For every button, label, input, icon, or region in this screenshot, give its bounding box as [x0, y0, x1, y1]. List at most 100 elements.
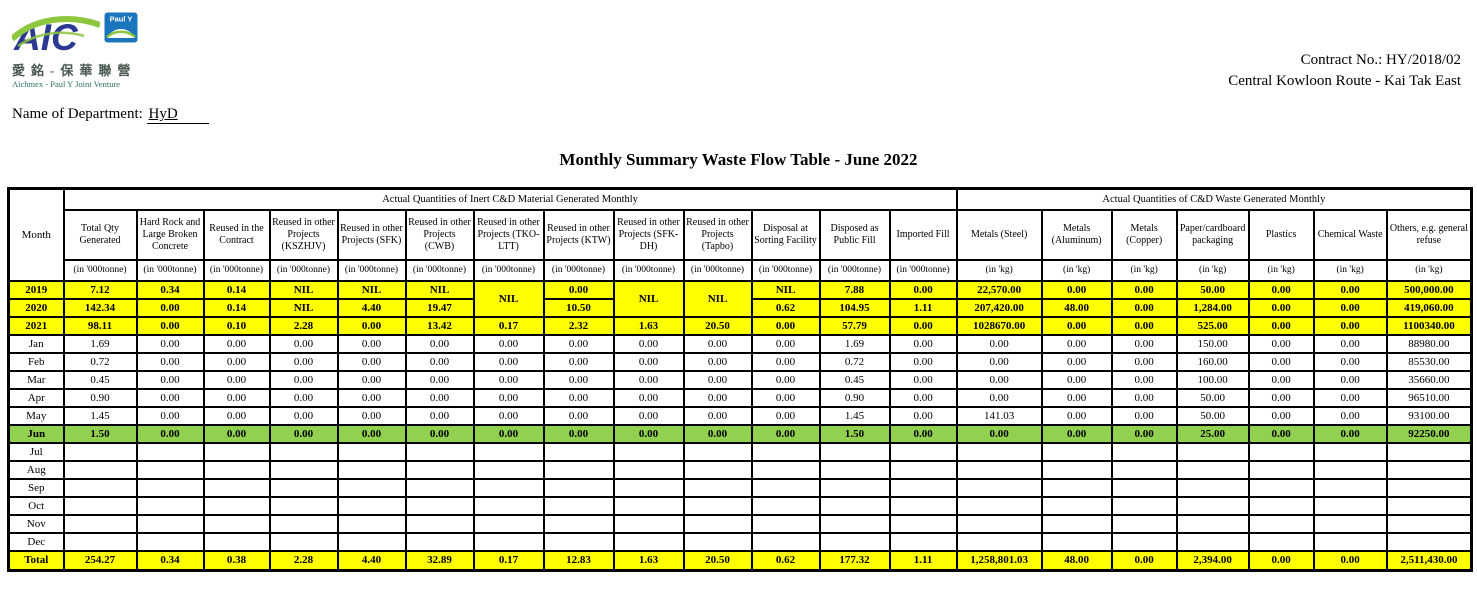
department-line: Name of Department: HyD: [12, 106, 1477, 124]
logo-english-name: Aichmex - Paul Y Joint Venture: [12, 79, 121, 89]
table-cell: 0.00: [1040, 423, 1113, 444]
row-label: 2021: [7, 315, 65, 336]
table-cell: 2.32: [542, 315, 615, 336]
table-cell: 19.47: [404, 297, 475, 318]
table-cell: [472, 477, 545, 498]
table-cell: [62, 477, 138, 498]
table-cell: NIL: [750, 279, 821, 300]
table-cell: [202, 513, 271, 534]
column-header: Reused in other Projects (SFK): [336, 208, 407, 261]
table-row-dec: Dec: [7, 531, 1473, 552]
row-label: Aug: [7, 459, 65, 480]
unit-header: (in 'kg): [1175, 258, 1250, 282]
table-cell: 0.00: [404, 333, 475, 354]
table-cell: 0.00: [472, 333, 545, 354]
table-cell: 0.00: [1110, 423, 1178, 444]
table-row-sep: Sep: [7, 477, 1473, 498]
group-header-waste: Actual Quantities of C&D Waste Generated…: [955, 187, 1473, 211]
row-label: Sep: [7, 477, 65, 498]
column-header: Reused in other Projects (KSZHJV): [268, 208, 339, 261]
table-row-total: Total 254.27 0.34 0.38 2.28 4.40 32.89 0.17 12.8…: [7, 549, 1473, 572]
table-cell: [135, 477, 205, 498]
table-cell: 1.45: [818, 405, 891, 426]
table-cell: 0.45: [62, 369, 138, 390]
table-cell: [1110, 513, 1178, 534]
table-cell: [1312, 513, 1388, 534]
table-cell: [1175, 513, 1250, 534]
table-cell: [1110, 531, 1178, 552]
table-cell: 0.00: [1247, 351, 1315, 372]
table-cell: [888, 477, 958, 498]
table-cell: 0.00: [888, 387, 958, 408]
table-cell: [955, 441, 1043, 462]
unit-header: (in '000tonne): [135, 258, 205, 282]
table-cell: 0.00: [135, 297, 205, 318]
department-value: HyD: [146, 106, 209, 124]
table-row-nov: Nov: [7, 513, 1473, 534]
table-cell: 0.00: [682, 369, 753, 390]
table-cell: 50.00: [1175, 405, 1250, 426]
table-cell: 0.00: [1312, 405, 1388, 426]
table-cell: [682, 495, 753, 516]
table-cell: 1.11: [888, 297, 958, 318]
table-cell: 0.10: [202, 315, 271, 336]
table-cell: [1040, 495, 1113, 516]
table-cell: 0.00: [682, 351, 753, 372]
logo-chinese-name: 愛銘-保華聯營: [12, 63, 137, 78]
table-cell: 0.00: [1247, 387, 1315, 408]
table-row-jan: Jan 1.69 0.00 0.00 0.00 0.00 0.00 0.00 0.00 0.00 0…: [7, 333, 1473, 354]
table-cell: 88980.00: [1385, 333, 1473, 354]
table-cell: 0.00: [1040, 369, 1113, 390]
table-cell: [818, 495, 891, 516]
table-cell: [682, 459, 753, 480]
row-label: Dec: [7, 531, 65, 552]
table-cell: 25.00: [1175, 423, 1250, 444]
table-cell: 0.00: [888, 423, 958, 444]
table-cell: 0.00: [1312, 369, 1388, 390]
table-cell: 85530.00: [1385, 351, 1473, 372]
table-cell: 0.00: [1110, 315, 1178, 336]
table-cell: [612, 441, 685, 462]
table-cell: 48.00: [1040, 549, 1113, 572]
column-header: Total Qty Generated: [62, 208, 138, 261]
column-header: Reused in the Contract: [202, 208, 271, 261]
table-cell: [1312, 441, 1388, 462]
table-cell: [1040, 513, 1113, 534]
table-cell: [612, 513, 685, 534]
row-label: Total: [7, 549, 65, 572]
table-cell: [1040, 477, 1113, 498]
row-label: Oct: [7, 495, 65, 516]
table-cell: 0.00: [955, 423, 1043, 444]
table-cell: 0.00: [542, 333, 615, 354]
table-cell: 0.00: [682, 423, 753, 444]
table-cell: 1.11: [888, 549, 958, 572]
table-cell: 419,060.00: [1385, 297, 1473, 318]
table-cell: 0.00: [135, 423, 205, 444]
table-cell: 0.00: [202, 423, 271, 444]
table-cell: 0.00: [1312, 279, 1388, 300]
unit-header: (in '000tonne): [62, 258, 138, 282]
column-header: Others, e.g. general refuse: [1385, 208, 1473, 261]
table-cell: 1.63: [612, 549, 685, 572]
table-cell: 22,570.00: [955, 279, 1043, 300]
table-cell: 0.00: [612, 351, 685, 372]
table-cell: [888, 513, 958, 534]
table-cell: 177.32: [818, 549, 891, 572]
table-cell: 0.00: [955, 387, 1043, 408]
table-cell: 0.00: [1247, 423, 1315, 444]
table-cell: 1.69: [818, 333, 891, 354]
paul-y-logo: Paul Y: [104, 12, 138, 43]
table-cell: [818, 513, 891, 534]
table-cell: NIL: [268, 279, 339, 300]
table-cell: 0.00: [472, 369, 545, 390]
table-cell: 13.42: [404, 315, 475, 336]
table-cell: [612, 495, 685, 516]
unit-header: (in '000tonne): [818, 258, 891, 282]
table-cell: NIL: [336, 279, 407, 300]
table-cell: 0.00: [542, 405, 615, 426]
table-cell: [1385, 441, 1473, 462]
column-header: Metals (Copper): [1110, 208, 1178, 261]
table-cell: [1312, 495, 1388, 516]
unit-header: (in '000tonne): [336, 258, 407, 282]
table-cell: [750, 441, 821, 462]
